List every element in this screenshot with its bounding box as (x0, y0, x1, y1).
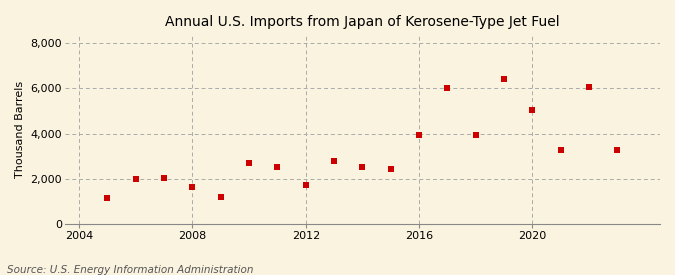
Point (300, 183, 311, 188)
Point (244, 161, 254, 165)
Point (527, 108, 538, 112)
Point (215, 194, 226, 199)
Title: Annual U.S. Imports from Japan of Kerosene-Type Jet Fuel: Annual U.S. Imports from Japan of Kerose… (165, 15, 560, 29)
Point (556, 148, 566, 153)
Y-axis label: Thousand Barrels: Thousand Barrels (15, 81, 25, 178)
Point (414, 133, 425, 137)
Point (612, 148, 623, 153)
Point (470, 133, 481, 137)
Point (499, 77, 510, 82)
Point (385, 166, 396, 171)
Text: Source: U.S. Energy Information Administration: Source: U.S. Energy Information Administ… (7, 265, 253, 275)
Point (442, 86, 453, 91)
Point (159, 175, 169, 180)
Point (357, 165, 368, 170)
Point (329, 158, 340, 163)
Point (187, 185, 198, 189)
Point (102, 196, 113, 200)
Point (272, 165, 283, 170)
Point (584, 85, 595, 90)
Point (130, 177, 141, 181)
